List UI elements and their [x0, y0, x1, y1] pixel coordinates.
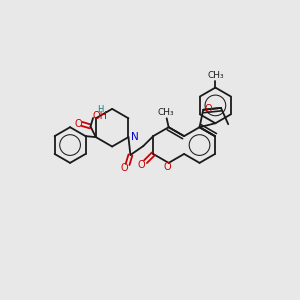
Text: O: O — [74, 119, 82, 129]
Text: O: O — [121, 164, 128, 173]
Text: CH₃: CH₃ — [158, 108, 174, 117]
Text: H: H — [97, 104, 103, 113]
Text: O: O — [138, 160, 145, 170]
Text: N: N — [130, 132, 138, 142]
Text: O: O — [204, 104, 212, 114]
Text: OH: OH — [92, 111, 107, 121]
Text: CH₃: CH₃ — [207, 71, 224, 80]
Text: O: O — [164, 162, 172, 172]
